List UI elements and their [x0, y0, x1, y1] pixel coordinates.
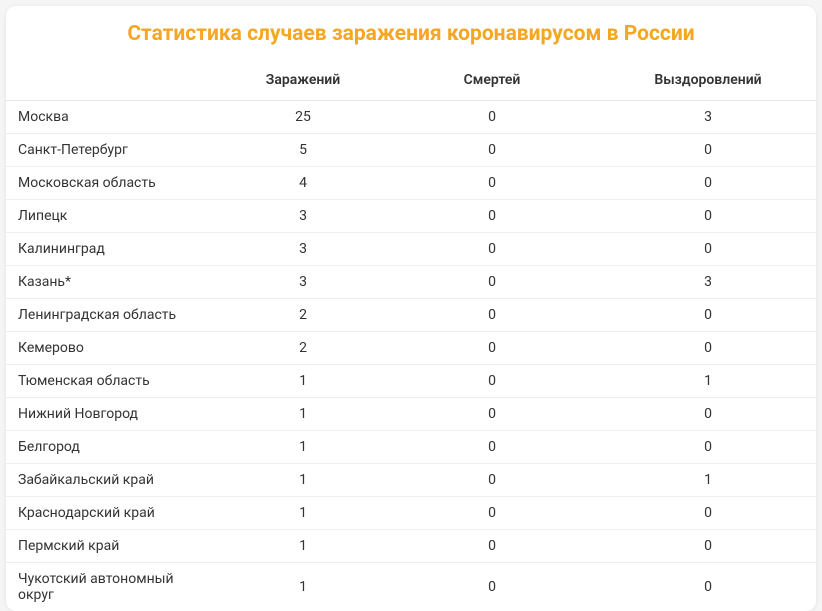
cell-infected: 1: [222, 431, 384, 464]
table-row: Москва2503: [6, 101, 816, 134]
table-row: Забайкальский край101: [6, 464, 816, 497]
table-body: Москва2503Санкт-Петербург500Московская о…: [6, 101, 816, 611]
cell-deaths: 0: [384, 431, 600, 464]
cell-region: Липецк: [6, 200, 222, 233]
table-row: Московская область400: [6, 167, 816, 200]
cell-region: Москва: [6, 101, 222, 134]
cell-infected: 1: [222, 398, 384, 431]
cell-region: Пермский край: [6, 530, 222, 563]
cell-infected: 1: [222, 365, 384, 398]
cell-region: Санкт-Петербург: [6, 134, 222, 167]
cell-deaths: 0: [384, 497, 600, 530]
stats-table: Заражений Смертей Выздоровлений Москва25…: [6, 62, 816, 611]
cell-recovered: 0: [600, 134, 816, 167]
cell-region: Казань*: [6, 266, 222, 299]
cell-infected: 3: [222, 200, 384, 233]
cell-recovered: 0: [600, 332, 816, 365]
col-header-deaths: Смертей: [384, 62, 600, 101]
cell-infected: 4: [222, 167, 384, 200]
cell-infected: 1: [222, 530, 384, 563]
cell-recovered: 0: [600, 431, 816, 464]
table-row: Ленинградская область200: [6, 299, 816, 332]
cell-infected: 3: [222, 266, 384, 299]
cell-region: Тюменская область: [6, 365, 222, 398]
cell-infected: 1: [222, 497, 384, 530]
cell-infected: 5: [222, 134, 384, 167]
cell-region: Ленинградская область: [6, 299, 222, 332]
cell-region: Чукотский автономный округ: [6, 563, 222, 611]
cell-deaths: 0: [384, 167, 600, 200]
cell-recovered: 1: [600, 464, 816, 497]
table-row: Казань*303: [6, 266, 816, 299]
table-row: Санкт-Петербург500: [6, 134, 816, 167]
page-title: Статистика случаев заражения коронавирус…: [6, 16, 816, 62]
cell-region: Московская область: [6, 167, 222, 200]
cell-infected: 2: [222, 332, 384, 365]
cell-deaths: 0: [384, 266, 600, 299]
cell-deaths: 0: [384, 530, 600, 563]
stats-card: Статистика случаев заражения коронавирус…: [6, 6, 816, 611]
cell-recovered: 0: [600, 563, 816, 611]
cell-infected: 25: [222, 101, 384, 134]
cell-deaths: 0: [384, 464, 600, 497]
table-row: Белгород100: [6, 431, 816, 464]
table-row: Пермский край100: [6, 530, 816, 563]
cell-region: Забайкальский край: [6, 464, 222, 497]
cell-infected: 2: [222, 299, 384, 332]
table-row: Краснодарский край100: [6, 497, 816, 530]
col-header-recovered: Выздоровлений: [600, 62, 816, 101]
table-row: Кемерово200: [6, 332, 816, 365]
cell-infected: 1: [222, 464, 384, 497]
cell-region: Белгород: [6, 431, 222, 464]
table-row: Чукотский автономный округ100: [6, 563, 816, 611]
cell-deaths: 0: [384, 398, 600, 431]
cell-deaths: 0: [384, 134, 600, 167]
table-row: Калининград300: [6, 233, 816, 266]
cell-region: Краснодарский край: [6, 497, 222, 530]
table-header-row: Заражений Смертей Выздоровлений: [6, 62, 816, 101]
col-header-infected: Заражений: [222, 62, 384, 101]
cell-deaths: 0: [384, 332, 600, 365]
cell-region: Нижний Новгород: [6, 398, 222, 431]
cell-deaths: 0: [384, 563, 600, 611]
cell-recovered: 0: [600, 167, 816, 200]
cell-recovered: 1: [600, 365, 816, 398]
cell-recovered: 0: [600, 530, 816, 563]
cell-deaths: 0: [384, 101, 600, 134]
cell-recovered: 0: [600, 200, 816, 233]
cell-recovered: 0: [600, 299, 816, 332]
cell-infected: 1: [222, 563, 384, 611]
cell-recovered: 0: [600, 233, 816, 266]
cell-recovered: 3: [600, 266, 816, 299]
col-header-region: [6, 62, 222, 101]
table-row: Тюменская область101: [6, 365, 816, 398]
cell-infected: 3: [222, 233, 384, 266]
cell-deaths: 0: [384, 233, 600, 266]
cell-deaths: 0: [384, 365, 600, 398]
cell-deaths: 0: [384, 200, 600, 233]
cell-recovered: 3: [600, 101, 816, 134]
table-row: Нижний Новгород100: [6, 398, 816, 431]
cell-recovered: 0: [600, 398, 816, 431]
cell-region: Кемерово: [6, 332, 222, 365]
cell-recovered: 0: [600, 497, 816, 530]
table-row: Липецк300: [6, 200, 816, 233]
cell-region: Калининград: [6, 233, 222, 266]
cell-deaths: 0: [384, 299, 600, 332]
